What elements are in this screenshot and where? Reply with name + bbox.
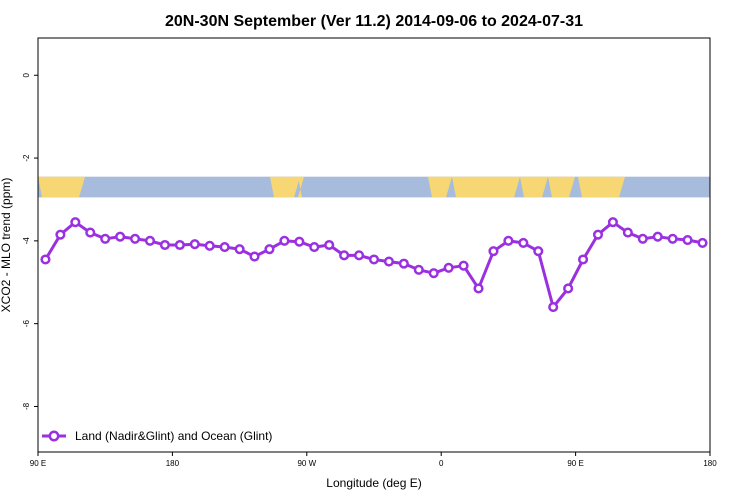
data-point (533, 246, 544, 257)
data-point (100, 233, 111, 244)
legend-swatch-marker (48, 430, 60, 442)
data-point (667, 233, 678, 244)
data-point (189, 239, 200, 250)
map-land-asia (38, 176, 85, 198)
data-point (40, 254, 51, 265)
data-point (622, 227, 633, 238)
legend: Land (Nadir&Glint) and Ocean (Glint) (42, 429, 272, 443)
data-point (443, 262, 454, 273)
x-axis-label: Longitude (deg E) (326, 476, 421, 490)
y-tick-label: 0 (22, 72, 31, 77)
data-point (115, 231, 126, 242)
data-point (578, 254, 589, 265)
y-tick-label: -2 (22, 154, 31, 162)
data-point (354, 250, 365, 261)
data-point (130, 233, 141, 244)
data-point (592, 229, 604, 240)
data-point (144, 235, 156, 246)
map-land-south-china (578, 176, 625, 198)
chart-title: 20N-30N September (Ver 11.2) 2014-09-06 … (165, 13, 583, 30)
plot-frame (37, 37, 711, 453)
data-point (264, 244, 275, 255)
data-point (279, 235, 290, 246)
data-point (548, 302, 559, 313)
data-point (339, 250, 350, 261)
data-point (518, 237, 529, 248)
data-point (309, 242, 320, 253)
data-point (368, 254, 380, 265)
map-land-africa (428, 176, 452, 198)
data-point (697, 237, 708, 248)
x-tick-label: 0 (439, 459, 444, 468)
x-tick-label: 180 (703, 459, 717, 468)
x-tick-label: 90 E (567, 459, 583, 468)
y-tick-label: -4 (22, 237, 31, 245)
data-point (682, 234, 693, 246)
y-axis-label: XCO2 - MLO trend (ppm) (0, 178, 13, 313)
map-land-florida (298, 176, 304, 198)
data-point (234, 244, 245, 255)
data-point (219, 242, 230, 253)
data-point (563, 283, 574, 294)
y-tick-label: -8 (22, 402, 31, 410)
data-point (607, 217, 618, 228)
data-point (383, 256, 394, 267)
data-point (85, 227, 96, 238)
map-land-mexico (270, 176, 300, 198)
x-tick-label: 90 E (30, 459, 46, 468)
data-point (159, 239, 170, 251)
series-layer (40, 217, 708, 313)
data-point (428, 268, 439, 279)
data-point (473, 283, 484, 294)
axes-layer: 90 E 180 90 W 0 90 E 180 0 -2 -4 -6 -8 (22, 37, 717, 468)
data-point (413, 264, 424, 275)
series-line (44, 220, 703, 309)
data-point (398, 258, 409, 269)
data-point (294, 236, 305, 247)
legend-label: Land (Nadir&Glint) and Ocean (Glint) (75, 429, 272, 443)
data-point (488, 246, 499, 257)
data-point (458, 260, 469, 271)
data-point (249, 251, 260, 262)
map-land-asia-east (520, 176, 548, 198)
x-tick-label: 180 (166, 459, 180, 468)
x-tick-label: 90 W (297, 459, 316, 468)
data-point (652, 231, 663, 242)
map-land-arabia-india (452, 176, 520, 198)
map-land-china (548, 176, 575, 198)
world-map-band (38, 176, 710, 198)
y-tick-label: -6 (22, 320, 31, 328)
data-point (70, 217, 81, 228)
data-point (324, 239, 335, 251)
data-point (174, 239, 185, 251)
data-point (204, 240, 215, 251)
data-point (503, 235, 514, 246)
data-point (55, 229, 66, 240)
data-point (637, 233, 648, 244)
